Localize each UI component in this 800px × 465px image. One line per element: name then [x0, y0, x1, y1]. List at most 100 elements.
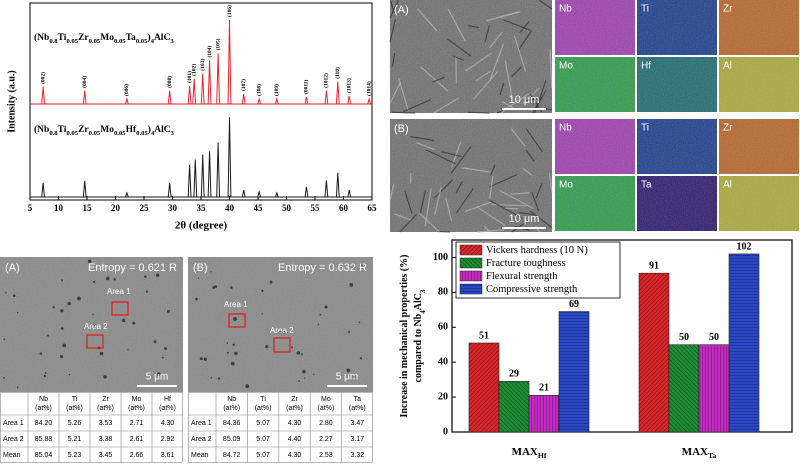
sem-pore — [62, 343, 67, 348]
grain — [434, 179, 453, 199]
panel-label: (A) — [394, 4, 409, 16]
eds-texture — [555, 57, 635, 112]
peak-label: (108) — [255, 84, 262, 96]
trace-name: (Nb0.8Ti0.05Zr0.05Mo0.05Ta0.05)4AlC3 — [34, 32, 174, 45]
sem-pore — [103, 375, 107, 379]
table-header: (at%) — [223, 405, 240, 412]
grain — [525, 128, 543, 153]
diffraction-peak — [304, 186, 309, 198]
element-label: Zr — [723, 4, 733, 15]
legend-label: Vickers hardness (10 N) — [486, 245, 588, 256]
scale-label: 10 μm — [509, 213, 540, 225]
sem-pore — [324, 305, 328, 309]
sem-pore — [105, 276, 110, 281]
grain — [455, 188, 474, 214]
element-label: Mo — [559, 180, 573, 191]
sem-pore — [347, 330, 351, 334]
table-cell: 85.09 — [223, 436, 241, 443]
table-row-label: Area 1 — [3, 420, 24, 427]
x-tick-label: 15 — [83, 203, 93, 213]
grain — [495, 11, 521, 19]
sem-pore — [296, 351, 301, 355]
grain — [441, 151, 463, 158]
diffraction-peak — [347, 95, 352, 105]
diffraction-peak — [227, 117, 232, 198]
grain — [489, 164, 496, 176]
grain — [465, 52, 493, 72]
grain — [473, 71, 499, 100]
table-cell: 4.30 — [288, 420, 302, 427]
table-header: Zr — [102, 396, 109, 403]
peak-label: (107) — [240, 79, 247, 91]
sem-pore — [52, 306, 55, 309]
diffraction-peak — [324, 180, 329, 198]
diffraction-peak — [82, 180, 87, 198]
grain — [531, 191, 540, 212]
table-cell: 4.30 — [161, 420, 175, 427]
diffraction-peak — [257, 97, 262, 105]
table-cell: 3.17 — [350, 436, 364, 443]
table-cell: 2.92 — [161, 436, 175, 443]
sem-pore — [199, 357, 203, 361]
eds-texture — [637, 119, 717, 174]
grain — [389, 184, 395, 201]
sem-pore — [245, 384, 250, 389]
diffraction-peak — [335, 81, 340, 105]
grain — [548, 172, 553, 193]
y-tick-label: 40 — [438, 356, 448, 367]
table-header: Nb — [39, 396, 48, 403]
grain — [503, 19, 531, 31]
sem-pore — [144, 275, 147, 278]
sem-pore — [3, 376, 5, 379]
table-header: (at%) — [97, 405, 114, 412]
grain — [389, 81, 402, 103]
sem-pore — [12, 294, 16, 298]
entropy-label: Entropy = 0.621 R — [88, 262, 177, 274]
diffraction-peak — [125, 97, 129, 105]
scale-label: 5 μm — [336, 372, 358, 383]
element-label: Nb — [559, 4, 572, 15]
area-label: Area 1 — [107, 287, 131, 296]
eds-texture — [637, 176, 717, 231]
bar — [698, 344, 730, 433]
element-label: Mo — [559, 61, 573, 72]
table-cell: 3.45 — [99, 452, 113, 459]
sem-pore — [313, 373, 315, 376]
table-header: Ti — [260, 396, 266, 403]
grain — [419, 190, 426, 213]
sem-pore — [5, 291, 7, 294]
table-header: (at%) — [318, 405, 335, 412]
sem-pore — [145, 290, 149, 293]
peak-label: (008) — [166, 76, 173, 88]
entropy-label: Entropy = 0.632 R — [278, 262, 367, 274]
sem-pore — [261, 313, 263, 315]
sem-pore — [233, 317, 237, 321]
table-cell: 5.07 — [256, 452, 270, 459]
grain — [477, 229, 505, 233]
table-cell: 5.07 — [256, 436, 270, 443]
sem-pore — [16, 311, 19, 314]
sem-pore — [87, 259, 92, 264]
diffraction-peak — [216, 53, 220, 105]
grain — [510, 128, 526, 147]
x-tick-label: 50 — [282, 203, 292, 213]
grain — [467, 25, 480, 29]
grain — [467, 111, 490, 114]
grain — [518, 30, 533, 51]
legend-label: Flexural strength — [486, 271, 558, 282]
table-header: Ta — [354, 396, 362, 403]
bar — [468, 342, 500, 433]
grain — [502, 92, 531, 112]
sem-pore — [210, 271, 212, 273]
sem-pore — [278, 330, 282, 334]
grain — [489, 175, 494, 199]
legend-box — [455, 241, 621, 299]
plot-frame — [451, 239, 793, 433]
data-label: 51 — [479, 330, 489, 341]
table-cell: 5.07 — [256, 420, 270, 427]
legend-swatch — [459, 270, 483, 282]
area-box — [228, 313, 246, 328]
diffraction-peak — [335, 172, 340, 198]
grain — [394, 213, 411, 221]
grain — [489, 31, 503, 49]
